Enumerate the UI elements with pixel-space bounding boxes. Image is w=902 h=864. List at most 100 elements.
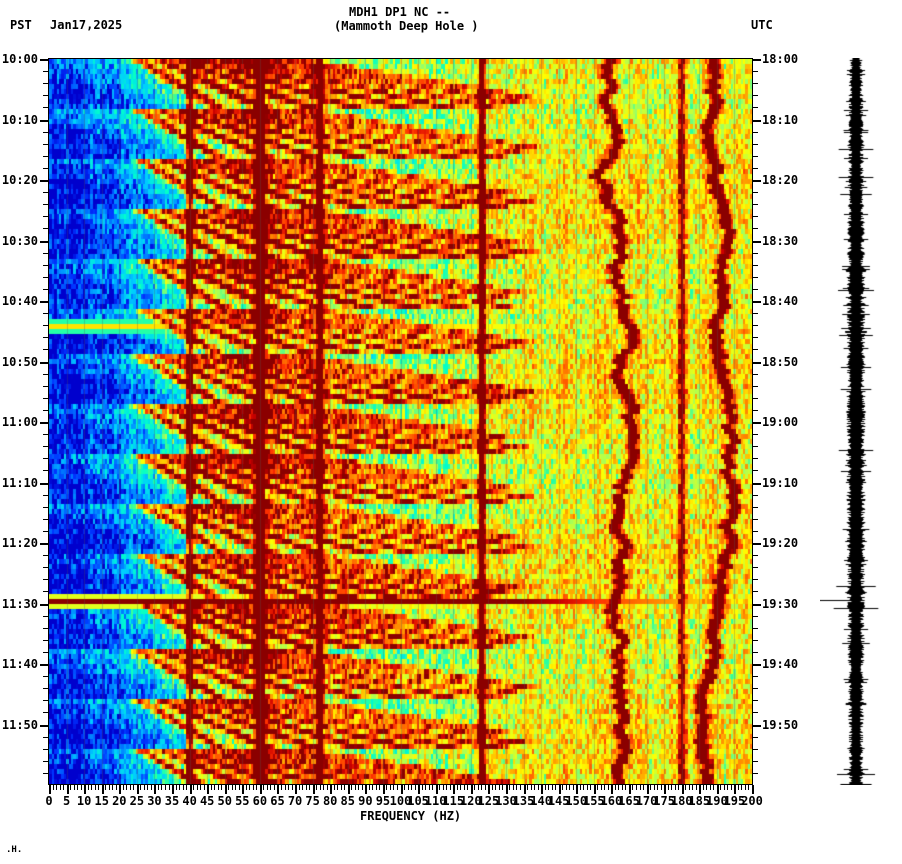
tick-time-minor bbox=[752, 204, 758, 205]
frequency-label: 50 bbox=[217, 794, 232, 808]
time-label-utc: 18:40 bbox=[762, 294, 799, 308]
tick-time-minor bbox=[43, 71, 49, 72]
tick-freq-minor bbox=[126, 785, 127, 790]
tick-freq-minor bbox=[193, 785, 194, 790]
tick-freq-major bbox=[488, 785, 490, 794]
tick-freq-minor bbox=[636, 785, 637, 790]
axis-bottom-border bbox=[48, 784, 753, 785]
tick-freq-minor bbox=[640, 785, 641, 790]
tick-time-minor bbox=[43, 591, 49, 592]
tick-time-minor bbox=[752, 410, 758, 411]
tick-freq-minor bbox=[302, 785, 303, 790]
tick-time-minor bbox=[752, 83, 758, 84]
time-label-pst: 10:40 bbox=[1, 294, 38, 308]
tick-freq-major bbox=[611, 785, 613, 794]
tick-freq-minor bbox=[720, 785, 721, 790]
tick-freq-minor bbox=[235, 785, 236, 790]
tick-time-minor bbox=[752, 216, 758, 217]
frequency-label: 30 bbox=[147, 794, 162, 808]
tick-time-minor bbox=[752, 470, 758, 471]
time-label-pst: 11:50 bbox=[1, 717, 38, 732]
tick-freq-minor bbox=[671, 785, 672, 790]
frequency-label: 95 bbox=[375, 794, 391, 808]
tick-freq-minor bbox=[309, 785, 310, 790]
tick-freq-major bbox=[647, 785, 649, 794]
time-label-pst: 10:10 bbox=[1, 112, 38, 127]
tick-time-major bbox=[40, 59, 49, 61]
tick-time-minor bbox=[43, 325, 49, 326]
tick-freq-minor bbox=[344, 785, 345, 790]
tick-freq-minor bbox=[376, 785, 377, 790]
frequency-label: 120 bbox=[459, 794, 482, 808]
time-label-pst: 10:50 bbox=[1, 354, 38, 369]
tick-time-minor bbox=[43, 144, 49, 145]
tick-time-minor bbox=[43, 676, 49, 677]
tick-freq-minor bbox=[270, 785, 271, 790]
tick-freq-major bbox=[717, 785, 719, 794]
tick-freq-minor bbox=[327, 785, 328, 790]
tick-freq-major bbox=[734, 785, 736, 794]
tick-freq-minor bbox=[689, 785, 690, 790]
tick-freq-minor bbox=[527, 785, 528, 790]
time-label-utc: 18:50 bbox=[762, 354, 799, 369]
tick-freq-minor bbox=[140, 785, 141, 790]
tick-freq-minor bbox=[604, 785, 605, 790]
time-label-utc: 19:30 bbox=[762, 596, 799, 611]
time-label-pst: 11:20 bbox=[1, 536, 38, 550]
tick-freq-major bbox=[594, 785, 596, 794]
time-label-pst: 10:20 bbox=[1, 173, 38, 187]
tick-freq-minor bbox=[285, 785, 286, 790]
tick-freq-minor bbox=[499, 785, 500, 790]
tick-freq-minor bbox=[232, 785, 233, 790]
tick-freq-major bbox=[506, 785, 508, 794]
tick-freq-major bbox=[401, 785, 403, 794]
tick-freq-major bbox=[365, 785, 367, 794]
time-label-utc: 19:10 bbox=[762, 475, 799, 490]
tick-time-minor bbox=[43, 652, 49, 653]
frequency-label: 15 bbox=[94, 794, 109, 808]
tick-freq-minor bbox=[179, 785, 180, 790]
tick-freq-minor bbox=[249, 785, 250, 790]
tick-freq-minor bbox=[130, 785, 131, 790]
tick-time-minor bbox=[43, 458, 49, 459]
tick-time-major bbox=[40, 422, 49, 424]
frequency-axis-title: FREQUENCY (HZ) bbox=[360, 809, 462, 823]
tick-freq-minor bbox=[105, 785, 106, 790]
tick-freq-minor bbox=[362, 785, 363, 790]
tick-time-minor bbox=[752, 507, 758, 508]
time-label-pst: 11:10 bbox=[1, 475, 38, 490]
tick-time-minor bbox=[752, 700, 758, 701]
tick-time-minor bbox=[43, 446, 49, 447]
tick-freq-major bbox=[84, 785, 86, 794]
tick-freq-major bbox=[418, 785, 420, 794]
frequency-label: 195 bbox=[723, 794, 746, 808]
tick-time-minor bbox=[752, 325, 758, 326]
tick-freq-minor bbox=[495, 785, 496, 790]
tick-time-minor bbox=[43, 688, 49, 689]
frequency-label: 150 bbox=[565, 794, 588, 808]
tick-freq-major bbox=[471, 785, 473, 794]
axis-top-border bbox=[48, 58, 753, 59]
tick-time-minor bbox=[43, 410, 49, 411]
tick-freq-minor bbox=[661, 785, 662, 790]
tick-time-minor bbox=[752, 398, 758, 399]
tick-freq-minor bbox=[692, 785, 693, 790]
tick-freq-major bbox=[207, 785, 209, 794]
tick-time-minor bbox=[43, 749, 49, 750]
tick-time-minor bbox=[43, 567, 49, 568]
time-label-utc: 18:00 bbox=[762, 52, 799, 66]
tick-time-minor bbox=[752, 591, 758, 592]
tick-freq-minor bbox=[580, 785, 581, 790]
tick-time-minor bbox=[752, 228, 758, 229]
tick-time-major bbox=[40, 664, 49, 666]
frequency-label: 145 bbox=[547, 794, 570, 808]
tick-freq-major bbox=[348, 785, 350, 794]
tick-freq-minor bbox=[685, 785, 686, 790]
tick-time-minor bbox=[752, 95, 758, 96]
tick-freq-minor bbox=[622, 785, 623, 790]
tick-time-minor bbox=[43, 192, 49, 193]
station-title: MDH1 DP1 NC -- bbox=[349, 5, 451, 19]
tick-freq-minor bbox=[95, 785, 96, 790]
tick-time-major bbox=[752, 604, 761, 606]
tick-time-minor bbox=[752, 265, 758, 266]
